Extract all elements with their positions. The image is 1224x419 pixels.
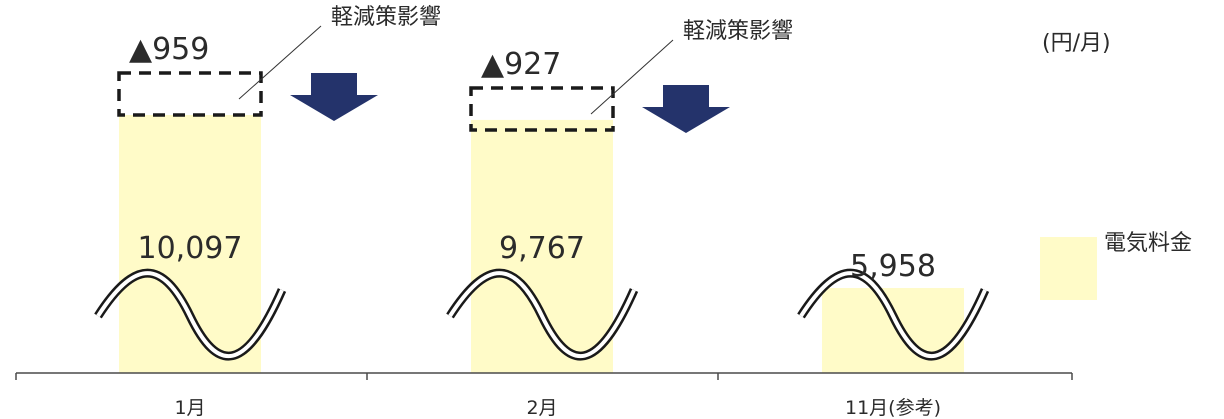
bar-1 [119, 115, 261, 373]
unit-label: (円/月) [1042, 31, 1111, 56]
x-tick-labels: 1月 2月 11月(参考) [174, 397, 941, 419]
bar-2 [471, 119, 613, 374]
x-axis [15, 372, 1073, 380]
legend-swatch [1040, 237, 1097, 300]
callout-note-2: 軽減策影響 [683, 19, 793, 44]
down-arrow-icon [290, 73, 378, 121]
reduction-annotations: ▲959 軽減策影響 ▲927 軽減策影響 [117, 5, 793, 133]
axis-break-gap [96, 271, 284, 358]
down-arrow-icon [642, 85, 730, 133]
callout-line-2 [590, 39, 674, 115]
value-label-1: 10,097 [138, 231, 243, 266]
legend-label: 電気料金 [1104, 231, 1192, 256]
x-tick-label-2: 2月 [526, 397, 557, 419]
bars-layer [119, 115, 964, 374]
reduction-label-2: ▲927 [481, 47, 561, 82]
reduction-box-1 [117, 71, 263, 117]
callout-line-1 [238, 25, 322, 100]
axis-break-gap [448, 271, 636, 358]
reduction-label-1: ▲959 [129, 32, 209, 67]
axis-breaks [94, 268, 990, 361]
bar-3 [822, 288, 964, 373]
value-label-2: 9,767 [499, 231, 585, 266]
value-label-3: 5,958 [850, 249, 936, 284]
x-tick-label-3: 11月(参考) [845, 397, 941, 419]
x-tick-label-1: 1月 [174, 397, 205, 419]
reduction-box-2 [469, 86, 615, 132]
callout-note-1: 軽減策影響 [331, 5, 441, 30]
value-labels: 10,097 9,767 5,958 [138, 231, 936, 284]
axis-break-gap [799, 271, 987, 358]
